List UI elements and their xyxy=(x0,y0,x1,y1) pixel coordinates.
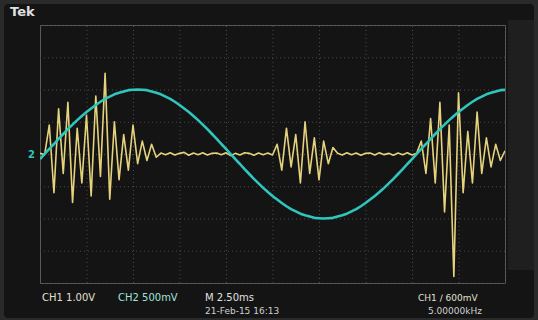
grid-line xyxy=(40,251,505,252)
annotation: M 2.50ms xyxy=(205,292,254,303)
grid-line xyxy=(319,25,320,283)
trace xyxy=(40,90,505,219)
tick xyxy=(40,283,505,284)
annotation: CH1 ∕ 600mV xyxy=(418,293,478,303)
annotation: CH1 1.00V xyxy=(42,292,95,303)
tick xyxy=(40,219,505,220)
annotation: CH2 500mV xyxy=(118,292,178,303)
tick xyxy=(133,25,134,283)
grid-line xyxy=(133,25,134,283)
scope-screen: Tek 2 CH1 1.00V CH2 500mV M 2.50ms 21-Feb-15 … xyxy=(0,0,538,320)
grid-line xyxy=(40,219,505,220)
annotation: 21-Feb-15 16:13 xyxy=(205,306,279,316)
grid-line xyxy=(40,90,505,91)
tick xyxy=(87,25,88,283)
grid-line xyxy=(40,122,505,123)
tick xyxy=(40,57,505,58)
grid-line xyxy=(40,57,505,58)
display xyxy=(4,4,534,318)
bezel xyxy=(0,0,538,320)
tick xyxy=(40,90,505,91)
grid-line xyxy=(40,283,505,284)
grid-line xyxy=(40,25,505,26)
annotation: 2 xyxy=(28,149,35,160)
grid-line xyxy=(505,25,506,283)
grid-line xyxy=(87,25,88,283)
trace xyxy=(40,73,505,276)
tick xyxy=(505,25,506,283)
tick xyxy=(40,122,505,123)
y-axis xyxy=(40,26,505,284)
axis-line xyxy=(41,25,506,284)
tick xyxy=(319,25,320,283)
tick xyxy=(40,25,505,26)
x-axis xyxy=(41,25,506,284)
grid-line xyxy=(459,25,460,283)
traces xyxy=(40,73,505,276)
side-menu xyxy=(508,20,534,270)
axis-line xyxy=(41,26,506,284)
tick xyxy=(459,25,460,283)
tick xyxy=(40,251,505,252)
plot xyxy=(40,25,506,284)
annotation: Tek xyxy=(10,4,35,19)
annotation: 5.00000kHz xyxy=(428,306,482,316)
